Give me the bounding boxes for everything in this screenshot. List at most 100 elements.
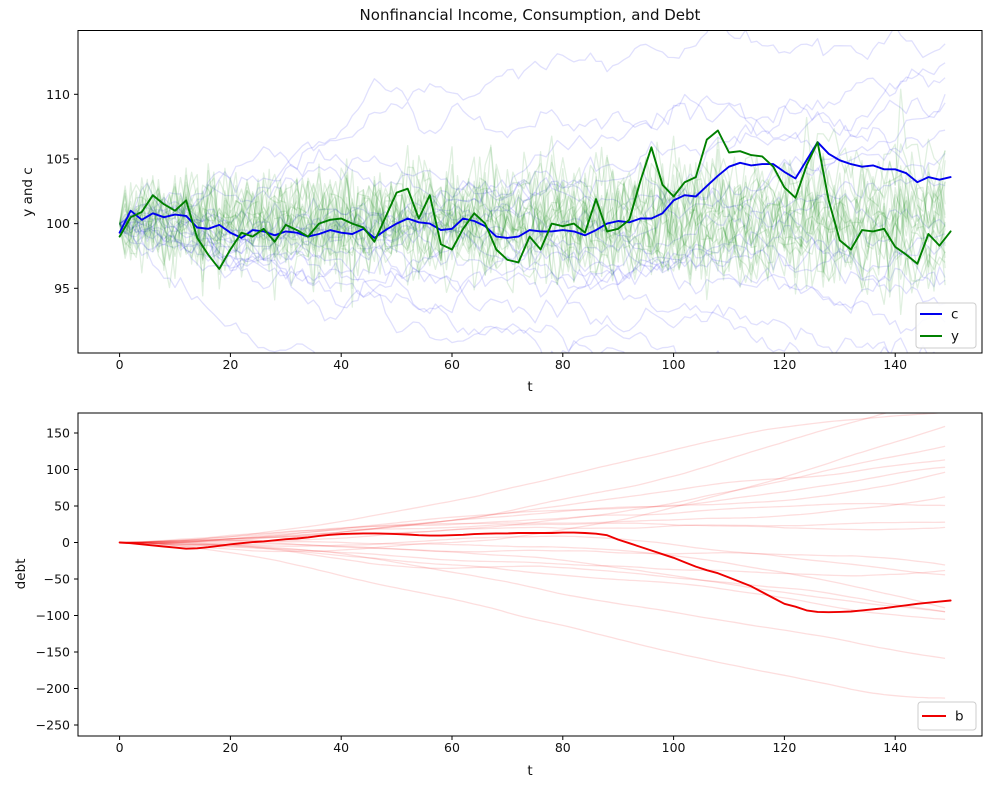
bottom-ticks: 0 20 40 60 80 100 120 140 150 100 50 0 −50 −100 −150 −2…: [36, 426, 908, 756]
ensemble-path: [119, 167, 946, 275]
bottom-background-paths: [119, 413, 946, 699]
bottom-yaxis-label: debt: [13, 559, 29, 590]
x-tick-label: 20: [222, 357, 238, 372]
ensemble-path: [118, 170, 946, 316]
x-tick-label: 140: [883, 740, 907, 755]
ensemble-path: [118, 159, 946, 298]
x-tick-label: 80: [555, 740, 571, 755]
top-axes-border: [77, 30, 983, 354]
ensemble-path: [119, 209, 946, 290]
ensemble-path: [119, 129, 946, 229]
ensemble-path: [119, 210, 946, 291]
ensemble-path: [119, 522, 946, 545]
ensemble-path: [119, 153, 946, 280]
y-tick-label: −100: [36, 608, 70, 623]
ensemble-path: [119, 541, 946, 577]
ensemble-path: [119, 223, 720, 353]
ensemble-path: [119, 205, 946, 306]
ensemble-path: [119, 413, 944, 544]
y-tick-label: −50: [44, 572, 70, 587]
ensemble-path: [119, 144, 946, 261]
y-tick-label: 95: [54, 281, 70, 296]
legend-label-y: y: [951, 329, 959, 345]
ensemble-path: [119, 93, 946, 226]
subplot-debt: 0 20 40 60 80 100 120 140 150 100 50 0 −50 −100 −150 −2…: [13, 412, 983, 779]
ensemble-path: [118, 170, 946, 273]
x-tick-label: 0: [116, 357, 124, 372]
x-tick-label: 20: [222, 740, 238, 755]
ensemble-path: [119, 459, 946, 544]
ensemble-path: [118, 151, 946, 292]
x-tick-label: 120: [772, 740, 796, 755]
bottom-bold-series: [118, 531, 952, 614]
ensemble-path: [119, 541, 946, 613]
x-tick-label: 140: [883, 357, 907, 372]
series-line-c: [118, 141, 952, 239]
ensemble-path: [118, 156, 946, 294]
ensemble-path: [119, 173, 946, 290]
ensemble-path: [119, 541, 946, 699]
ensemble-path: [118, 154, 946, 278]
ensemble-path: [119, 223, 316, 353]
x-tick-label: 100: [662, 740, 686, 755]
ensemble-path: [119, 205, 946, 288]
x-tick-label: 120: [772, 357, 796, 372]
top-background-paths: [118, 30, 946, 353]
ensemble-path: [119, 539, 946, 609]
ensemble-path: [119, 102, 946, 254]
ensemble-path: [119, 541, 946, 613]
ensemble-path: [119, 152, 946, 269]
ensemble-path: [119, 535, 946, 576]
y-tick-label: 100: [46, 216, 70, 231]
y-tick-label: 105: [46, 151, 70, 166]
series-line-b: [118, 531, 952, 614]
y-tick-label: −200: [36, 681, 70, 696]
bottom-axes-border: [77, 412, 983, 737]
ensemble-path: [119, 182, 946, 314]
ensemble-path: [119, 445, 946, 544]
ensemble-path: [119, 413, 889, 544]
x-tick-label: 80: [555, 357, 571, 372]
ensemble-path: [118, 161, 946, 286]
ensemble-path: [119, 215, 936, 353]
x-tick-label: 60: [444, 357, 460, 372]
ensemble-path: [119, 541, 946, 566]
ensemble-path: [119, 151, 946, 301]
legend-label-b: b: [955, 709, 964, 725]
legend-label-c: c: [951, 307, 958, 323]
x-tick-label: 0: [116, 740, 124, 755]
y-tick-label: −250: [36, 718, 70, 733]
ensemble-path: [119, 521, 946, 544]
top-legend: c y: [915, 302, 977, 349]
bottom-legend: b: [917, 701, 977, 731]
ensemble-path: [119, 496, 946, 544]
series-line-y: [118, 129, 952, 270]
ensemble-path: [119, 541, 946, 620]
top-xaxis-label: t: [527, 379, 532, 395]
x-tick-label: 40: [333, 357, 349, 372]
y-tick-label: 100: [46, 462, 70, 477]
y-tick-label: 50: [54, 499, 70, 514]
ensemble-path: [119, 502, 946, 544]
x-tick-label: 40: [333, 740, 349, 755]
top-ticks: 0 20 40 60 80 100 120 140 95 100 105 110: [46, 87, 907, 372]
y-tick-label: 150: [46, 426, 70, 441]
ensemble-path: [118, 169, 946, 294]
ensemble-path: [119, 466, 946, 544]
bottom-xaxis-label: t: [527, 763, 532, 779]
ensemble-path: [119, 30, 946, 224]
y-tick-label: −150: [36, 645, 70, 660]
ensemble-path: [119, 197, 946, 335]
ensemble-path: [119, 541, 946, 660]
x-tick-label: 60: [444, 740, 460, 755]
y-tick-label: 110: [46, 87, 70, 102]
top-yaxis-label: y and c: [20, 167, 36, 216]
top-bold-series: [118, 129, 952, 270]
ensemble-path: [118, 88, 946, 267]
x-tick-label: 100: [662, 357, 686, 372]
ensemble-path: [119, 221, 891, 353]
subplot-income-consumption: Nonfinancial Income, Consumption, and De…: [20, 6, 983, 395]
ensemble-path: [118, 137, 946, 262]
ensemble-path: [119, 425, 946, 553]
